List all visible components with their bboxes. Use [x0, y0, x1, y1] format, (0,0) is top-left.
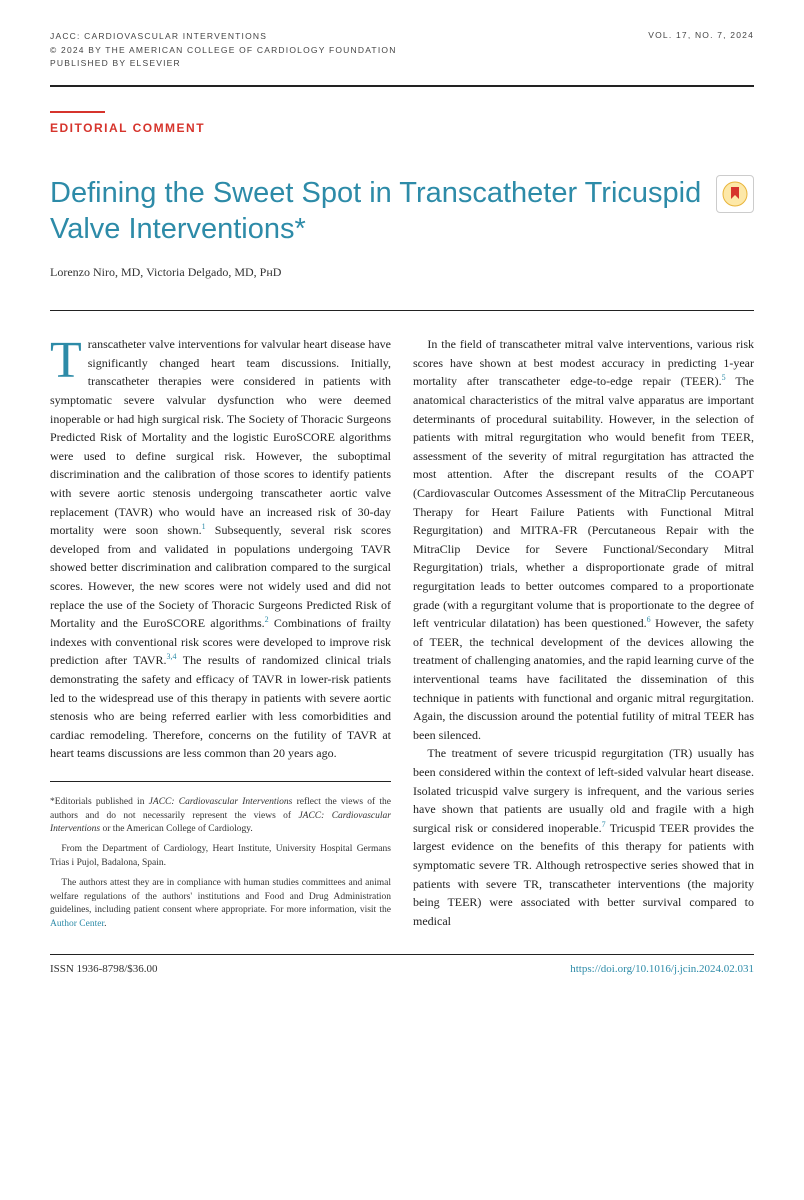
section-label: EDITORIAL COMMENT [50, 121, 754, 135]
crossmark-badge[interactable] [716, 175, 754, 213]
footnote: *Editorials published in JACC: Cardiovas… [50, 796, 391, 837]
author-center-link[interactable]: Author Center [50, 919, 104, 929]
bookmark-icon [722, 181, 748, 207]
footer: ISSN 1936-8798/$36.00 https://doi.org/10… [50, 963, 754, 975]
issue-info: VOL. 17, NO. 7, 2024 [648, 30, 754, 71]
citation-ref[interactable]: 3,4 [167, 652, 177, 661]
article-title: Defining the Sweet Spot in Transcatheter… [50, 175, 704, 248]
copyright: © 2024 BY THE AMERICAN COLLEGE OF CARDIO… [50, 44, 397, 58]
footnote: The authors attest they are in complianc… [50, 877, 391, 932]
body-paragraph: Transcatheter valve interventions for va… [50, 335, 391, 763]
footnote: From the Department of Cardiology, Heart… [50, 843, 391, 871]
footer-rule [50, 954, 754, 955]
body-columns: Transcatheter valve interventions for va… [50, 335, 754, 938]
header-left: JACC: CARDIOVASCULAR INTERVENTIONS © 202… [50, 30, 397, 71]
body-paragraph: In the field of transcatheter mitral val… [413, 335, 754, 744]
drop-cap: T [50, 335, 88, 383]
section-rule [50, 111, 105, 113]
journal-name: JACC: CARDIOVASCULAR INTERVENTIONS [50, 30, 397, 44]
author-rule [50, 310, 754, 311]
issn: ISSN 1936-8798/$36.00 [50, 963, 158, 975]
header-meta: JACC: CARDIOVASCULAR INTERVENTIONS © 202… [50, 30, 754, 71]
column-right: In the field of transcatheter mitral val… [413, 335, 754, 938]
footnotes: *Editorials published in JACC: Cardiovas… [50, 796, 391, 932]
top-rule [50, 85, 754, 87]
publisher: PUBLISHED BY ELSEVIER [50, 57, 397, 71]
authors: Lorenzo Niro, MD, Victoria Delgado, MD, … [50, 265, 754, 280]
title-row: Defining the Sweet Spot in Transcatheter… [50, 175, 754, 248]
body-paragraph: The treatment of severe tricuspid regurg… [413, 744, 754, 930]
column-left: Transcatheter valve interventions for va… [50, 335, 391, 938]
doi-link[interactable]: https://doi.org/10.1016/j.jcin.2024.02.0… [570, 963, 754, 975]
footnote-rule [50, 781, 391, 782]
